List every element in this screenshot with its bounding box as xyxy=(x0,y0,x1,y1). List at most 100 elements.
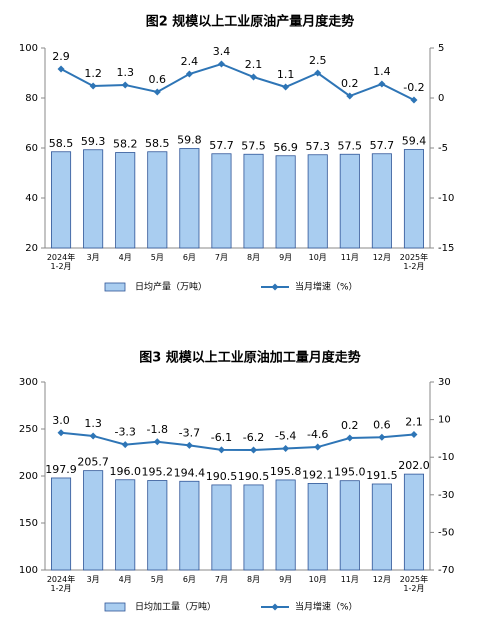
bar xyxy=(371,483,392,571)
x-tick-label: 5月 xyxy=(150,575,164,584)
x-tick-label: 7月 xyxy=(214,575,228,584)
bar-label: 57.7 xyxy=(209,139,234,152)
bar xyxy=(339,480,360,571)
y2-tick-label: -5 xyxy=(438,143,448,154)
y-tick-label: 20 xyxy=(25,243,38,254)
line-marker xyxy=(121,81,129,89)
y2-tick-label: 0 xyxy=(438,93,444,104)
line-label: -3.3 xyxy=(114,426,135,439)
line-marker xyxy=(121,441,129,449)
bar xyxy=(275,479,296,571)
x-tick-label: 7月 xyxy=(214,253,228,262)
line-marker xyxy=(185,70,193,78)
legend-label: 当月增速（%） xyxy=(295,601,358,613)
line-marker xyxy=(410,96,418,104)
bar-label: 192.1 xyxy=(302,468,334,481)
legend-swatch xyxy=(104,602,126,612)
line-marker xyxy=(314,443,322,451)
legend-label: 日均加工量（万吨） xyxy=(135,601,216,613)
y2-tick-label: -15 xyxy=(438,243,454,254)
x-tick-label: 4月 xyxy=(118,253,132,262)
x-tick-label: 4月 xyxy=(118,575,132,584)
bar-label: 191.5 xyxy=(366,469,398,482)
x-tick-label: 12月 xyxy=(372,575,391,584)
line-label: 2.9 xyxy=(52,50,70,63)
line-marker xyxy=(282,445,290,453)
chart-title: 图2 规模以上工业原油产量月度走势 xyxy=(146,14,355,30)
line-label: 1.3 xyxy=(116,66,134,79)
y2-tick-label: 30 xyxy=(438,377,451,388)
bar xyxy=(83,470,104,571)
y2-tick-label: -70 xyxy=(438,565,454,576)
bar xyxy=(179,480,200,571)
x-tick-label: 12月 xyxy=(372,253,391,262)
line-label: -4.6 xyxy=(307,428,328,441)
bar xyxy=(211,484,232,571)
bar-label: 58.5 xyxy=(145,137,170,150)
line-label: -5.4 xyxy=(275,430,296,443)
bar xyxy=(371,153,392,249)
bar-label: 57.5 xyxy=(338,139,363,152)
bar-label: 197.9 xyxy=(45,463,77,476)
line-label: 1.1 xyxy=(277,68,295,81)
bar-label: 57.3 xyxy=(305,140,330,153)
bar-label: 196.0 xyxy=(109,465,141,478)
x-tick-label: 6月 xyxy=(182,575,196,584)
bar xyxy=(403,473,424,571)
y-tick-label: 60 xyxy=(25,143,38,154)
bar-label: 194.4 xyxy=(174,466,206,479)
line-marker xyxy=(250,446,258,454)
bar-label: 59.3 xyxy=(81,135,106,148)
line-label: 1.4 xyxy=(373,65,391,78)
bar-label: 58.5 xyxy=(49,137,74,150)
bar xyxy=(51,151,72,249)
bar xyxy=(51,477,72,571)
bar-label: 59.8 xyxy=(177,134,202,147)
line-label: -6.1 xyxy=(211,431,232,444)
x-tick-label: 9月 xyxy=(279,253,293,262)
bar xyxy=(307,483,328,571)
line-label: -3.7 xyxy=(179,426,200,439)
x-tick-label: 10月 xyxy=(308,575,327,584)
y2-tick-label: -10 xyxy=(438,193,454,204)
line-marker xyxy=(378,80,386,88)
x-tick-label: 2025年 1-2月 xyxy=(399,253,429,271)
line-label: 2.1 xyxy=(405,415,423,428)
y-tick-label: 250 xyxy=(19,424,38,435)
line-marker xyxy=(57,65,65,73)
x-tick-label: 11月 xyxy=(340,253,359,262)
line-marker xyxy=(282,83,290,91)
x-tick-label: 6月 xyxy=(182,253,196,262)
x-tick-label: 2025年 1-2月 xyxy=(399,575,429,593)
bar-label: 57.7 xyxy=(370,139,395,152)
y2-tick-label: 5 xyxy=(438,43,444,54)
line-label: 0.2 xyxy=(341,77,359,90)
bar-label: 59.4 xyxy=(402,135,427,148)
line xyxy=(60,431,415,452)
bar xyxy=(147,480,168,571)
bar xyxy=(243,153,264,249)
bar-label: 190.5 xyxy=(238,470,270,483)
line-marker xyxy=(250,73,258,81)
legend-label: 当月增速（%） xyxy=(295,281,358,293)
line-label: 3.4 xyxy=(213,45,231,58)
line-label: 3.0 xyxy=(52,414,70,427)
y2-tick-label: -30 xyxy=(438,490,454,501)
line-marker xyxy=(89,82,97,90)
bar-label: 58.2 xyxy=(113,138,138,151)
y-tick-label: 300 xyxy=(19,377,38,388)
bar-label: 56.9 xyxy=(273,141,298,154)
line-marker xyxy=(217,60,225,68)
bar xyxy=(115,152,136,249)
line-marker xyxy=(346,92,354,100)
bar-label: 202.0 xyxy=(398,459,430,472)
y2-tick-label: -50 xyxy=(438,527,454,538)
chart-title: 图3 规模以上工业原油加工量月度走势 xyxy=(139,350,361,366)
legend-marker xyxy=(271,283,279,291)
bar xyxy=(339,153,360,249)
line-label: -6.2 xyxy=(243,431,264,444)
x-tick-label: 3月 xyxy=(86,575,100,584)
line-label: 0.6 xyxy=(373,418,391,431)
